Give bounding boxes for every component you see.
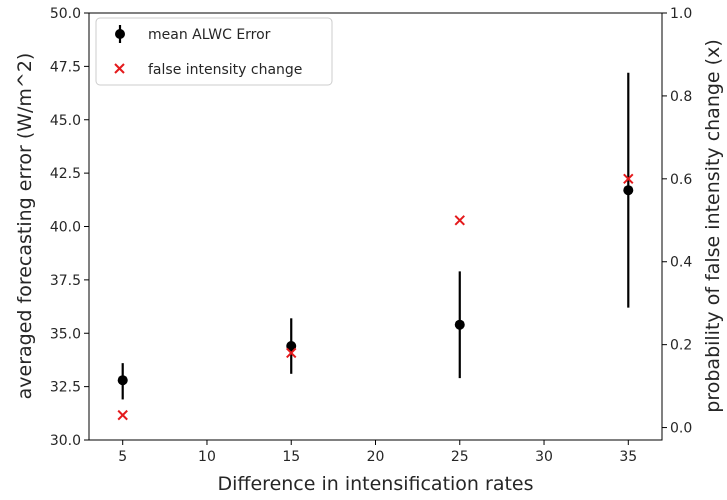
legend-x-marker-icon bbox=[114, 63, 125, 74]
left-tick-label: 45.0 bbox=[50, 113, 81, 129]
legend-entry-mean-alwc-error: mean ALWC Error bbox=[148, 27, 271, 43]
point-x-stroke-b bbox=[623, 173, 634, 185]
left-tick-label: 40.0 bbox=[50, 220, 81, 236]
left-tick-0: 30.0 bbox=[50, 433, 89, 449]
right-tick-label: 0.4 bbox=[670, 255, 692, 271]
left-axis-ticks: 30.0 32.5 35.0 37.5 40.0 42.5 45.0 47.5 50.0 bbox=[50, 6, 89, 449]
right-tick-1: 0.2 bbox=[662, 338, 692, 354]
left-tick-2: 35.0 bbox=[50, 326, 89, 342]
x-tick-label: 35 bbox=[619, 449, 637, 465]
right-tick-label: 0.2 bbox=[670, 338, 692, 354]
point-circle-0-2 bbox=[454, 319, 465, 330]
right-tick-4: 0.8 bbox=[662, 89, 692, 105]
point-x-stroke-b bbox=[117, 409, 128, 421]
x-tick-4: 25 bbox=[451, 440, 469, 465]
legend: mean ALWC Error false intensity change bbox=[95, 17, 333, 86]
x-tick-5: 30 bbox=[535, 440, 553, 465]
right-tick-label: 0.8 bbox=[670, 89, 692, 105]
right-tick-0: 0.0 bbox=[662, 421, 692, 437]
left-tick-8: 50.0 bbox=[50, 6, 89, 22]
point-circle-0-0 bbox=[117, 375, 128, 386]
point-x-1-2 bbox=[454, 215, 465, 226]
left-tick-3: 37.5 bbox=[50, 273, 89, 289]
x-tick-6: 35 bbox=[619, 440, 637, 465]
right-tick-2: 0.4 bbox=[662, 255, 692, 271]
left-tick-label: 32.5 bbox=[50, 380, 81, 396]
y-axis-right-label: probability of false intensity change (x… bbox=[702, 39, 724, 412]
right-tick-3: 0.6 bbox=[662, 172, 692, 188]
left-tick-label: 35.0 bbox=[50, 326, 81, 342]
right-tick-label: 0.0 bbox=[670, 421, 692, 437]
point-x-1-0 bbox=[117, 409, 128, 421]
point-x-stroke-b bbox=[286, 347, 297, 359]
left-tick-4: 40.0 bbox=[50, 220, 89, 236]
x-tick-3: 20 bbox=[367, 440, 385, 465]
x-tick-0: 5 bbox=[118, 440, 127, 465]
left-tick-6: 45.0 bbox=[50, 113, 89, 129]
x-tick-label: 10 bbox=[198, 449, 216, 465]
x-tick-label: 5 bbox=[118, 449, 127, 465]
x-axis-label: Difference in intensification rates bbox=[217, 473, 533, 495]
x-tick-1: 10 bbox=[198, 440, 216, 465]
left-tick-1: 32.5 bbox=[50, 380, 89, 396]
left-tick-label: 50.0 bbox=[50, 6, 81, 22]
legend-frame bbox=[95, 17, 333, 86]
y-axis-left-label: averaged forecasting error (W/m^2) bbox=[14, 53, 36, 400]
x-tick-label: 15 bbox=[282, 449, 300, 465]
point-x-1-1 bbox=[286, 347, 297, 359]
point-x-stroke-b bbox=[454, 215, 465, 226]
data-marks bbox=[117, 72, 634, 421]
left-tick-5: 42.5 bbox=[50, 166, 89, 182]
right-tick-label: 0.6 bbox=[670, 172, 692, 188]
legend-circle-icon bbox=[115, 29, 125, 39]
x-tick-label: 30 bbox=[535, 449, 553, 465]
x-tick-label: 20 bbox=[367, 449, 385, 465]
x-axis-ticks: 5 10 15 20 25 30 35 bbox=[118, 440, 637, 465]
point-circle-0-1 bbox=[286, 341, 297, 352]
point-x-1-3 bbox=[623, 173, 634, 185]
left-tick-label: 47.5 bbox=[50, 59, 81, 75]
left-tick-label: 37.5 bbox=[50, 273, 81, 289]
x-tick-2: 15 bbox=[282, 440, 300, 465]
right-tick-label: 1.0 bbox=[670, 6, 692, 22]
left-tick-label: 42.5 bbox=[50, 166, 81, 182]
left-tick-7: 47.5 bbox=[50, 59, 89, 75]
point-circle-0-3 bbox=[623, 185, 634, 196]
right-axis-ticks: 0.0 0.2 0.4 0.6 0.8 1.0 bbox=[662, 6, 692, 437]
right-tick-5: 1.0 bbox=[662, 6, 692, 22]
left-tick-label: 30.0 bbox=[50, 433, 81, 449]
x-tick-label: 25 bbox=[451, 449, 469, 465]
legend-entry-false-intensity-change: false intensity change bbox=[148, 62, 302, 78]
